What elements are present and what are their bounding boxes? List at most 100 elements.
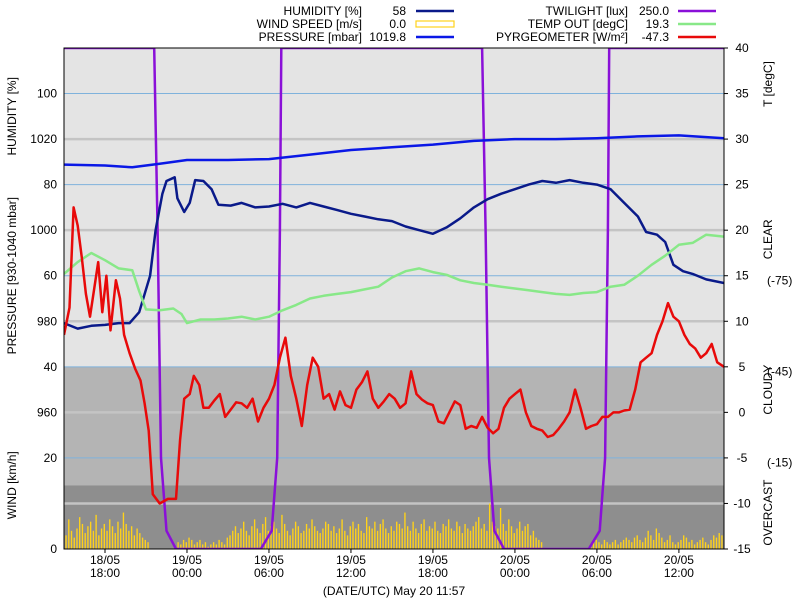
zone-label-clear: CLEAR bbox=[761, 219, 775, 259]
legend-value-wind: 0.0 bbox=[389, 17, 406, 31]
wind-bar bbox=[666, 539, 668, 549]
wind-bar bbox=[519, 521, 521, 549]
wind-bar bbox=[650, 535, 652, 549]
wind-bar bbox=[262, 523, 264, 549]
wind-bar bbox=[308, 528, 310, 549]
legend-label-twilight: TWILIGHT [lux] bbox=[546, 4, 628, 18]
wind-bar bbox=[508, 519, 510, 549]
wind-bar bbox=[103, 523, 105, 549]
wind-bar bbox=[240, 528, 242, 549]
wind-bar bbox=[284, 523, 286, 549]
wind-bar bbox=[710, 539, 712, 549]
x-axis-date-label: 19/05 bbox=[336, 553, 366, 567]
wind-bar bbox=[527, 523, 529, 549]
wind-bar bbox=[658, 533, 660, 549]
left-axis-label: WIND [km/h] bbox=[5, 451, 19, 519]
right-axis-tick-label: 25 bbox=[735, 178, 749, 192]
wind-bar bbox=[521, 530, 524, 549]
x-axis-label: (DATE/UTC) May 20 11:57 bbox=[323, 584, 466, 598]
wind-bar bbox=[625, 537, 627, 549]
wind-bar bbox=[234, 526, 237, 549]
wind-bar bbox=[300, 533, 302, 549]
wind-bar bbox=[122, 512, 125, 549]
wind-bar bbox=[488, 503, 491, 549]
wind-bar bbox=[423, 519, 425, 549]
wind-bar bbox=[251, 526, 253, 549]
wind-bar bbox=[270, 526, 272, 549]
wind-bar bbox=[510, 526, 513, 549]
wind-bar bbox=[713, 535, 715, 549]
wind-bar bbox=[601, 544, 603, 549]
wind-bar bbox=[683, 535, 685, 549]
wind-bar bbox=[338, 528, 341, 549]
wind-bar bbox=[180, 544, 182, 549]
wind-bar bbox=[335, 533, 338, 549]
series-pressure bbox=[64, 134, 724, 169]
wind-bar bbox=[415, 528, 417, 549]
wind-bar bbox=[294, 521, 297, 549]
wind-bar bbox=[73, 537, 75, 549]
wind-bar bbox=[434, 521, 436, 549]
right-axis-tick-label: -15 bbox=[733, 542, 751, 556]
wind-bar bbox=[458, 526, 461, 549]
wind-bar bbox=[529, 535, 532, 549]
right-axis-tick-label: 30 bbox=[735, 132, 749, 146]
right-annotation: (-75) bbox=[767, 273, 792, 287]
wind-bar bbox=[494, 526, 496, 549]
wind-bar bbox=[374, 521, 376, 549]
wind-bar bbox=[360, 530, 362, 549]
wind-bar bbox=[76, 528, 78, 549]
wind-bar bbox=[273, 521, 275, 549]
wind-bar bbox=[437, 530, 439, 549]
wind-bar bbox=[305, 523, 308, 549]
wind-bar bbox=[718, 533, 720, 549]
wind-bar bbox=[253, 519, 256, 549]
wind-bar bbox=[631, 542, 633, 549]
wind-bar bbox=[538, 539, 540, 549]
wind-bar bbox=[502, 523, 504, 549]
wind-bar bbox=[461, 533, 464, 549]
wind-bar bbox=[376, 530, 379, 549]
wind-bar bbox=[81, 523, 84, 549]
right-axis-tick-label: 40 bbox=[735, 41, 749, 55]
right-annotation: (-45) bbox=[767, 364, 792, 378]
wind-bar bbox=[404, 512, 406, 549]
x-axis-time-label: 12:00 bbox=[336, 566, 366, 580]
wind-bar bbox=[346, 535, 349, 549]
wind-bar bbox=[412, 521, 414, 549]
series-temp bbox=[64, 233, 724, 325]
wind-bar bbox=[144, 539, 146, 549]
wind-bar bbox=[680, 539, 682, 549]
zone-clear bbox=[64, 48, 724, 367]
wind-bar bbox=[147, 542, 149, 549]
zone-cloudy bbox=[64, 366, 724, 486]
wind-bar bbox=[286, 530, 289, 549]
right-axis-tick-label: 15 bbox=[735, 269, 749, 283]
wind-bar bbox=[721, 535, 723, 549]
x-axis-time-label: 18:00 bbox=[90, 566, 120, 580]
wind-bar bbox=[606, 542, 608, 549]
x-axis-date-label: 18/05 bbox=[90, 553, 120, 567]
wind-bar bbox=[691, 539, 693, 549]
legend-label-wind: WIND SPEED [m/s] bbox=[257, 17, 362, 31]
wind-bar bbox=[387, 533, 390, 549]
wind-bar bbox=[106, 530, 108, 549]
x-axis-time-label: 06:00 bbox=[582, 566, 612, 580]
wind-bar bbox=[248, 535, 250, 549]
series-twilight bbox=[64, 48, 724, 549]
wind-bar bbox=[382, 519, 384, 549]
wind-bar bbox=[322, 528, 324, 549]
wind-bar bbox=[639, 539, 641, 549]
wind-bar bbox=[540, 542, 543, 549]
wind-bar bbox=[327, 523, 330, 549]
legend-value-pyrg: -47.3 bbox=[642, 30, 670, 44]
wind-bar bbox=[472, 526, 474, 549]
wind-bar bbox=[644, 537, 647, 549]
wind-bar bbox=[535, 537, 537, 549]
wind-bar bbox=[95, 514, 97, 549]
x-axis-date-label: 20/05 bbox=[664, 553, 694, 567]
wind-bar bbox=[475, 521, 477, 549]
wind-bar bbox=[398, 523, 401, 549]
wind-bar bbox=[79, 517, 81, 549]
wind-bar bbox=[357, 523, 360, 549]
